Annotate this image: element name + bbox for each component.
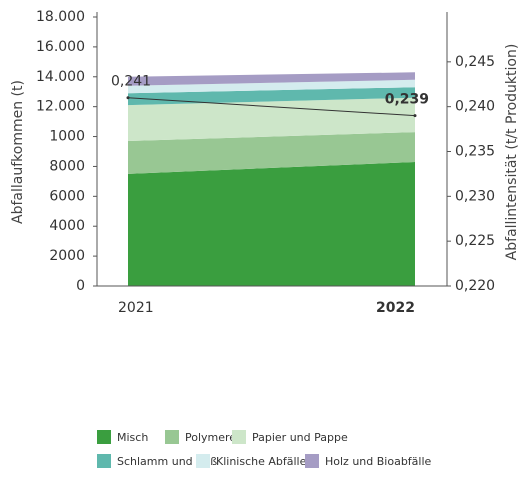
y2-tick-label: 0,235 — [455, 144, 495, 160]
area — [128, 87, 415, 106]
y2-tick-label: 0,245 — [455, 54, 495, 70]
legend-swatch — [232, 430, 246, 444]
legend-label: Misch — [117, 431, 148, 444]
legend-swatch — [165, 430, 179, 444]
area — [128, 79, 415, 94]
y2-tick-label: 0,220 — [455, 278, 495, 294]
x-tick-label: 2021 — [118, 300, 154, 316]
data-label: 0,241 — [111, 74, 151, 90]
area — [128, 72, 415, 86]
y-tick-label: 18.000 — [36, 9, 85, 25]
y2-tick-label: 0,230 — [455, 188, 495, 204]
intensity-line — [127, 97, 416, 117]
y-tick-label: 1000 — [49, 129, 85, 145]
y-tick-label: 4000 — [49, 218, 85, 234]
intensity-point — [413, 114, 417, 118]
legend-label: Papier und Pappe — [252, 431, 348, 444]
legend-swatch — [305, 454, 319, 468]
area — [128, 132, 415, 174]
legend: Misch Polymere Papier und Pappe Schlamm und… — [97, 430, 432, 468]
y-tick-label: 14.000 — [36, 69, 85, 85]
area — [128, 97, 415, 142]
y-tick-label: 2000 — [49, 248, 85, 264]
y-tick-label: 12.000 — [36, 99, 85, 115]
intensity-point — [126, 96, 130, 100]
x-tick-label: 2022 — [376, 300, 415, 316]
y2-axis-title: Abfallintensität (t/t Produktion) — [504, 44, 520, 261]
y-tick-label: 8000 — [49, 158, 85, 174]
legend-swatch — [97, 430, 111, 444]
data-label: 0,239 — [385, 92, 429, 108]
y2-tick-label: 0,240 — [455, 99, 495, 115]
y-axis-title: Abfallaufkommen (t) — [10, 80, 26, 224]
y-tick-label: 0 — [76, 278, 85, 294]
legend-label: Polymere — [185, 431, 236, 444]
legend-label: Schlamm und Ruß — [117, 455, 217, 468]
y2-tick-label: 0,225 — [455, 233, 495, 249]
y-tick-label: 16.000 — [36, 39, 85, 55]
legend-swatch — [97, 454, 111, 468]
y-tick-label: 6000 — [49, 188, 85, 204]
legend-swatch — [196, 454, 210, 468]
legend-label: Holz und Bioabfälle — [325, 455, 432, 468]
legend-label: Klinische Abfälle — [216, 455, 307, 468]
area — [128, 161, 415, 286]
